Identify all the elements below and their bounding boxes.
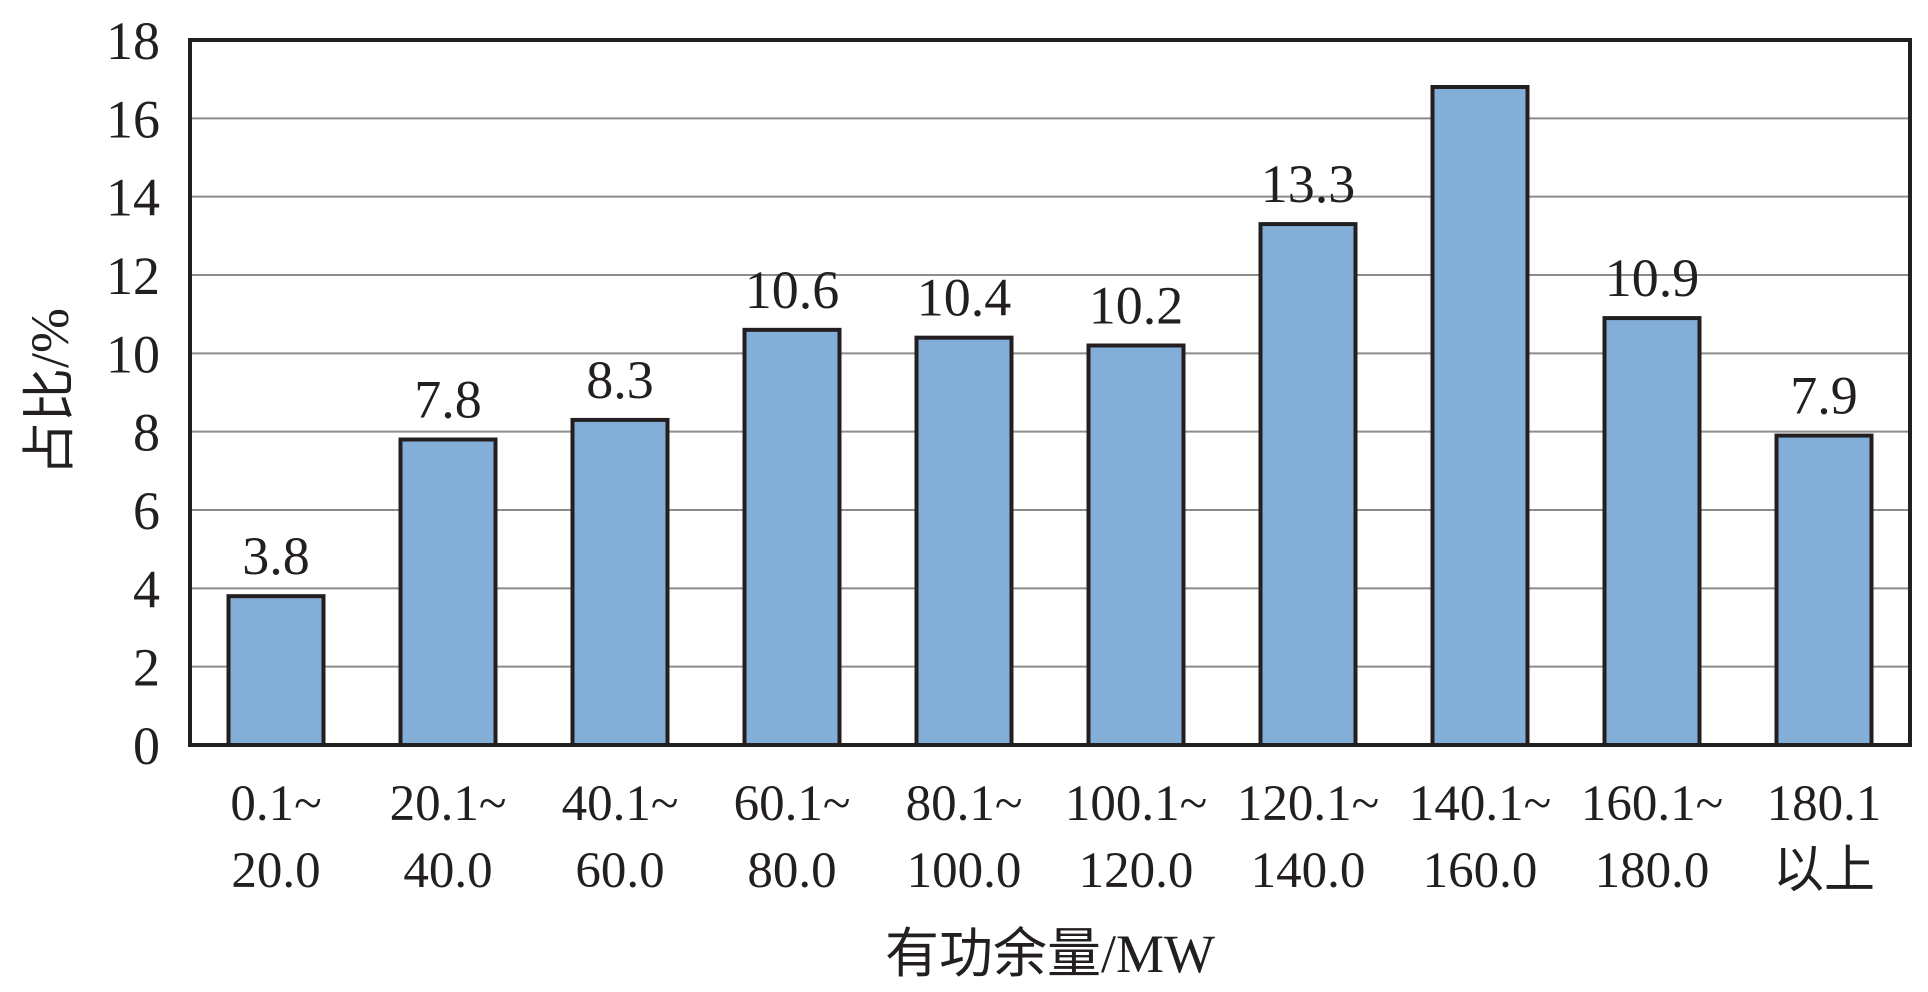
x-category-label: 120.1~ — [1237, 776, 1379, 832]
bar — [226, 594, 326, 748]
x-category-label: 40.0 — [403, 843, 492, 899]
bar — [742, 327, 842, 747]
y-tick-label: 0 — [133, 716, 160, 776]
x-category-label: 20.0 — [231, 843, 320, 899]
x-category-label: 60.0 — [575, 843, 664, 899]
bar-value-label: 7.8 — [414, 370, 482, 430]
bar — [1258, 222, 1358, 748]
x-category-label: 160.1~ — [1581, 776, 1723, 832]
bar — [1430, 85, 1530, 747]
y-axis-ticks: 0 2 4 6 8 10 12 14 16 18 — [106, 11, 160, 776]
x-axis-title: 有功余量/MW — [885, 924, 1215, 984]
y-tick-label: 6 — [133, 481, 160, 541]
bar-value-label: 13.3 — [1261, 154, 1356, 214]
y-tick-label: 2 — [133, 638, 160, 698]
x-category-label: 100.0 — [907, 843, 1022, 899]
y-tick-label: 16 — [106, 89, 160, 149]
y-tick-label: 4 — [133, 559, 160, 619]
bar-value-label: 10.9 — [1605, 248, 1700, 308]
data-labels: 3.8 7.8 8.3 10.6 10.4 10.2 13.3 10.9 7.9 — [242, 154, 1858, 586]
bar-value-label: 10.4 — [917, 268, 1012, 328]
x-category-label: 140.0 — [1251, 843, 1366, 899]
x-axis-categories: 0.1~ 20.0 20.1~ 40.0 40.1~ 60.0 60.1~ 80.0 80.1~… — [230, 776, 1881, 899]
bar — [398, 437, 498, 747]
x-category-label: 180.1 — [1767, 776, 1882, 832]
bar — [570, 417, 670, 747]
y-tick-label: 18 — [106, 11, 160, 71]
x-category-label: 20.1~ — [390, 776, 507, 832]
bars — [226, 85, 1874, 748]
plot-frame — [188, 38, 1912, 747]
bar-value-label: 7.9 — [1790, 366, 1858, 426]
bar-value-label: 10.2 — [1089, 276, 1184, 336]
bar-value-label: 3.8 — [242, 526, 310, 586]
x-category-label: 100.1~ — [1065, 776, 1207, 832]
y-tick-label: 10 — [106, 324, 160, 384]
x-category-label: 120.0 — [1079, 843, 1194, 899]
x-category-label: 40.1~ — [562, 776, 679, 832]
bar — [1086, 343, 1186, 747]
bar — [1602, 316, 1702, 747]
x-category-label: 180.0 — [1595, 843, 1710, 899]
y-tick-label: 14 — [106, 168, 160, 228]
x-category-label: 以上 — [1773, 843, 1875, 899]
x-category-label: 60.1~ — [734, 776, 851, 832]
bar-value-label: 8.3 — [586, 350, 654, 410]
x-category-label: 0.1~ — [230, 776, 321, 832]
y-tick-label: 8 — [133, 403, 160, 463]
x-category-label: 160.0 — [1423, 843, 1538, 899]
x-category-label: 80.0 — [747, 843, 836, 899]
bar-value-label: 10.6 — [745, 260, 840, 320]
y-tick-label: 12 — [106, 246, 160, 306]
y-axis-title: 占比/% — [20, 308, 80, 476]
bar — [1774, 433, 1874, 747]
x-category-label: 140.1~ — [1409, 776, 1551, 832]
bar — [914, 335, 1014, 747]
x-category-label: 80.1~ — [906, 776, 1023, 832]
